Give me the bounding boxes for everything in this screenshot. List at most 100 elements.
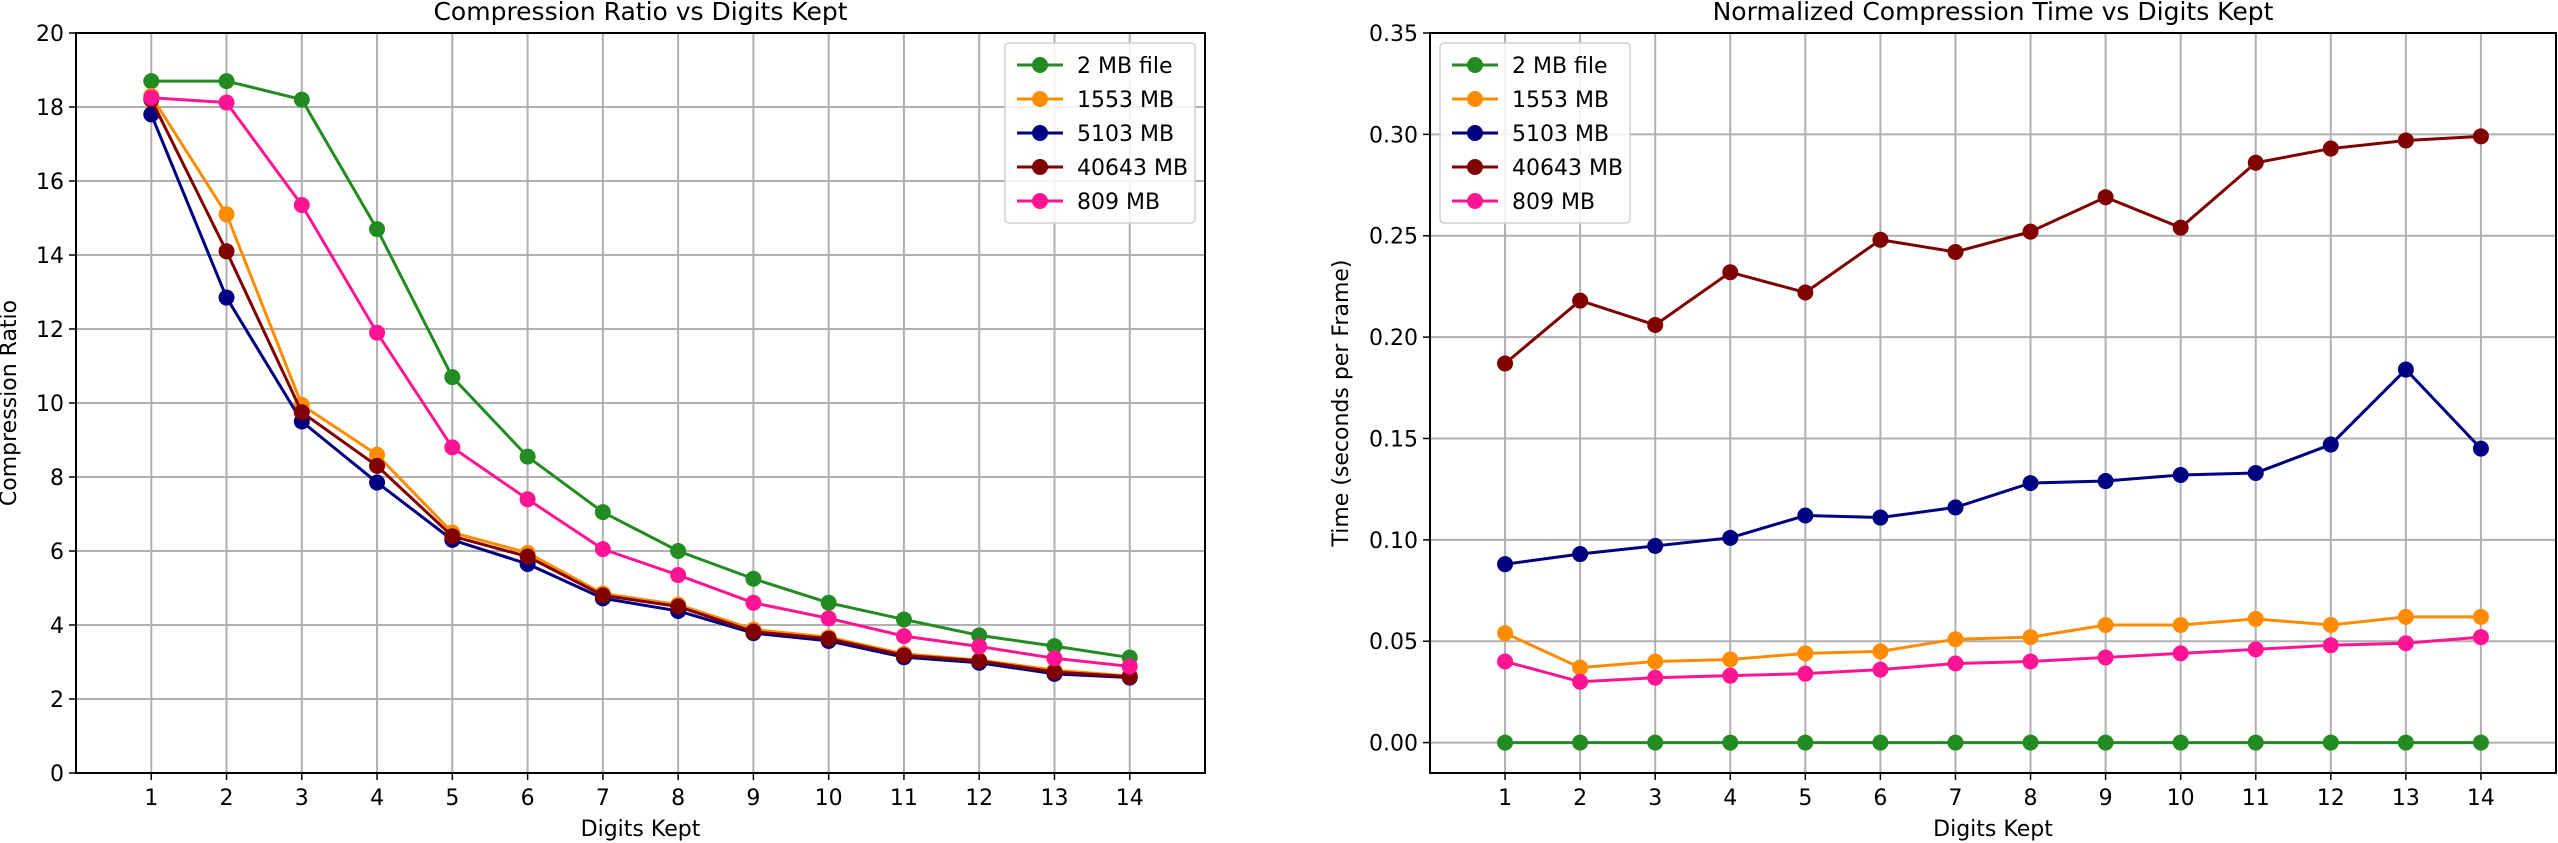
- data-point: [2097, 189, 2114, 206]
- data-point: [670, 598, 687, 615]
- data-point: [1797, 645, 1814, 662]
- x-tick-label: 6: [1873, 786, 1887, 811]
- x-tick-label: 12: [965, 786, 993, 811]
- x-tick-label: 4: [370, 786, 384, 811]
- x-tick-label: 9: [746, 786, 760, 811]
- data-point: [1647, 537, 1664, 554]
- data-point: [2022, 734, 2039, 751]
- data-point: [1046, 650, 1063, 667]
- data-point: [1797, 734, 1814, 751]
- data-point: [218, 73, 235, 90]
- series-line: [151, 96, 1130, 668]
- x-tick-label: 11: [2242, 786, 2270, 811]
- data-point: [1947, 734, 1964, 751]
- legend-box: [1439, 42, 1631, 224]
- series-line: [150, 95, 1130, 678]
- y-axis-label: Compression Ratio: [0, 300, 22, 506]
- data-point: [2247, 641, 2264, 658]
- data-point: [2322, 140, 2339, 157]
- series-1553-mb: [143, 87, 1138, 685]
- data-point: [820, 630, 837, 647]
- series-1553-mb: [1497, 608, 2489, 676]
- legend-marker-icon: [1032, 91, 1048, 107]
- data-point: [2097, 617, 2114, 633]
- y-tick-label: 10: [36, 392, 64, 417]
- data-point: [1647, 653, 1664, 670]
- data-point: [519, 448, 536, 465]
- data-point: [1121, 658, 1138, 675]
- data-point: [594, 587, 611, 604]
- data-point: [444, 528, 461, 545]
- legend-marker-icon: [1467, 57, 1483, 73]
- x-tick-label: 5: [445, 786, 459, 811]
- legend-marker-icon: [1032, 125, 1048, 141]
- x-tick-label: 14: [1116, 786, 1144, 811]
- data-point: [218, 243, 235, 260]
- chart-title: Normalized Compression Time vs Digits Ke…: [1713, 0, 2274, 26]
- data-point: [670, 567, 687, 584]
- data-point: [1872, 509, 1889, 526]
- data-point: [2247, 154, 2264, 171]
- data-point: [218, 289, 235, 306]
- data-point: [2172, 219, 2189, 236]
- series-line: [149, 98, 1130, 679]
- data-point: [444, 439, 461, 456]
- series-40643-mb: [143, 91, 1138, 685]
- x-tick-label: 2: [220, 786, 234, 811]
- x-tick-label: 10: [2167, 786, 2195, 811]
- x-tick-label: 7: [596, 786, 610, 811]
- data-point: [971, 638, 988, 655]
- data-point: [2247, 464, 2264, 481]
- data-point: [143, 89, 160, 106]
- legend-item: 809 MB: [1452, 190, 1595, 215]
- series-line: [149, 113, 1130, 680]
- data-point: [2322, 617, 2339, 633]
- data-point: [1722, 529, 1739, 546]
- x-tick-label: 1: [144, 786, 158, 811]
- data-point: [2322, 637, 2339, 654]
- data-point: [369, 221, 386, 238]
- y-tick-label: 0.00: [1369, 732, 1418, 757]
- data-point: [820, 594, 837, 611]
- x-axis-label: Digits Kept: [581, 817, 701, 842]
- data-point: [1572, 734, 1589, 751]
- data-point: [1572, 292, 1589, 309]
- data-point: [2097, 734, 2114, 751]
- data-point: [2397, 635, 2414, 652]
- legend-marker-icon: [1467, 125, 1483, 141]
- y-tick-label: 0.35: [1369, 22, 1418, 47]
- x-tick-label: 2: [1573, 786, 1587, 811]
- data-point: [1947, 243, 1964, 260]
- x-tick-label: 12: [2317, 786, 2345, 811]
- legend-label: 2 MB file: [1077, 54, 1173, 79]
- data-point: [2172, 734, 2189, 751]
- x-tick-label: 11: [890, 786, 918, 811]
- data-point: [2022, 475, 2039, 492]
- data-point: [1872, 661, 1889, 678]
- legend-item: 5103 MB: [1017, 122, 1174, 147]
- data-point: [2322, 734, 2339, 751]
- data-point: [1497, 556, 1514, 573]
- data-point: [895, 647, 912, 664]
- data-point: [1497, 734, 1514, 751]
- data-point: [1497, 625, 1514, 642]
- x-tick-label: 8: [2024, 786, 2038, 811]
- y-tick-label: 20: [36, 22, 64, 47]
- y-tick-label: 18: [36, 96, 64, 121]
- chart-title: Compression Ratio vs Digits Kept: [433, 0, 847, 26]
- data-point: [1497, 653, 1514, 670]
- x-axis-label: Digits Kept: [1933, 817, 2053, 842]
- legend-item: 1553 MB: [1017, 88, 1174, 113]
- data-point: [293, 404, 310, 421]
- data-point: [369, 457, 386, 474]
- legend-marker-icon: [1467, 193, 1483, 209]
- y-axis-label: Time (seconds per Frame): [1329, 260, 1354, 548]
- data-point: [1947, 631, 1964, 648]
- y-tick-label: 4: [50, 614, 64, 639]
- legend-marker-icon: [1467, 159, 1483, 175]
- data-point: [1572, 659, 1589, 676]
- data-point: [2172, 645, 2189, 662]
- data-point: [2022, 223, 2039, 240]
- data-point: [2472, 734, 2489, 751]
